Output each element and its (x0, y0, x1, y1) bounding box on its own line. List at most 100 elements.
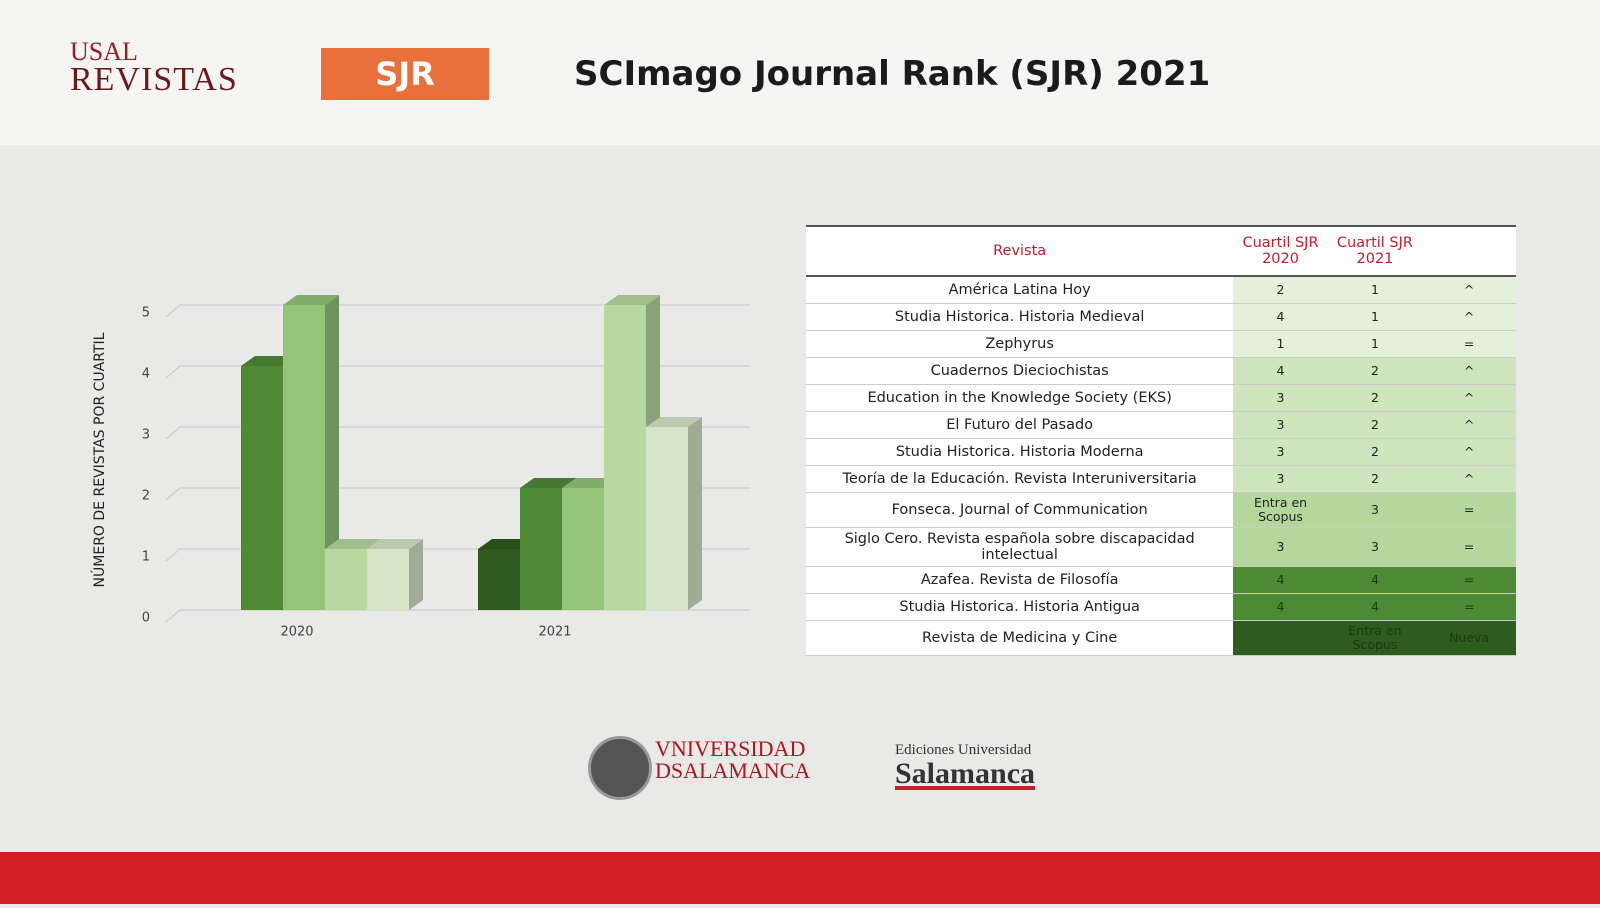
journal-name: Siglo Cero. Revista española sobre disca… (806, 527, 1234, 567)
journal-name: Education in the Knowledge Society (EKS) (806, 384, 1234, 412)
journal-name: Revista de Medicina y Cine (806, 620, 1234, 656)
cell: Entra en Scopus (1327, 620, 1423, 656)
cell: 1 (1327, 330, 1423, 358)
cell: ^ (1422, 384, 1516, 412)
cell: ^ (1422, 303, 1516, 331)
y-tick-label: 5 (142, 306, 150, 321)
cell (1233, 620, 1328, 656)
badge: SJR (321, 48, 489, 100)
logo-text: DSALAMANCA (655, 758, 811, 783)
cell: = (1422, 527, 1516, 567)
bar (325, 549, 367, 610)
bar-top (604, 295, 660, 305)
cell: 3 (1233, 527, 1328, 567)
cell: = (1422, 566, 1516, 594)
cell: 2 (1327, 357, 1423, 385)
bar (367, 549, 409, 610)
cell: 4 (1233, 357, 1328, 385)
row: Fonseca. Journal of Communication Entra e… (806, 492, 1516, 528)
y-axis-label: NÚMERO DE REVISTAS POR CUARTIL (90, 332, 108, 587)
cell: 4 (1233, 566, 1328, 594)
row: Studia Historica. Historia Moderna 3 2 ^ (806, 438, 1516, 466)
journal-name: Studia Historica. Historia Moderna (806, 438, 1234, 466)
journal-name: Azafea. Revista de Filosofía (806, 566, 1234, 594)
journal-name: Studia Historica. Historia Medieval (806, 303, 1234, 331)
row: América Latina Hoy 2 1 ^ (806, 276, 1516, 304)
logo-text: REVISTAS (70, 61, 238, 98)
logo-text: Ediciones Universidad (895, 742, 1032, 758)
bar-side (325, 295, 339, 610)
row: Revista de Medicina y Cine Entra en Scopu… (806, 620, 1516, 656)
bar-top (283, 295, 339, 305)
cell: ^ (1422, 276, 1516, 304)
journal-name: El Futuro del Pasado (806, 411, 1234, 439)
x-tick-label: 2021 (538, 625, 571, 640)
table: Revista Cuartil SJR 2020 Cuartil SJR 2021 A… (806, 225, 1516, 656)
cell: 1 (1233, 330, 1328, 358)
row: Cuadernos Dieciochistas 4 2 ^ (806, 357, 1516, 385)
bar (562, 488, 604, 610)
header-cell: Cuartil SJR 2021 (1327, 225, 1423, 277)
journal-name: América Latina Hoy (806, 276, 1234, 304)
logo-text: VNIVERSIDAD (655, 736, 806, 761)
cell: 3 (1233, 384, 1328, 412)
university-logo: VNIVERSIDAD DSALAMANCA (595, 738, 810, 782)
bar (478, 549, 520, 610)
bar (646, 427, 688, 610)
cell: 2 (1327, 411, 1423, 439)
header-cell (1422, 225, 1516, 277)
cell: ^ (1422, 438, 1516, 466)
row: Zephyrus 1 1 = (806, 330, 1516, 358)
cell: = (1422, 492, 1516, 528)
cell: ^ (1422, 357, 1516, 385)
bar (520, 488, 562, 610)
logo: USAL REVISTAS (70, 37, 238, 98)
row: Siglo Cero. Revista española sobre disca… (806, 527, 1516, 567)
header-row: Revista Cuartil SJR 2020 Cuartil SJR 2021 (806, 225, 1516, 277)
bar-top (367, 539, 423, 549)
cell: = (1422, 330, 1516, 358)
bar-top (520, 478, 576, 488)
bar-side (688, 417, 702, 610)
row: Studia Historica. Historia Medieval 4 1 ^ (806, 303, 1516, 331)
cell: = (1422, 593, 1516, 621)
press-logo: Ediciones Universidad Salamanca (895, 738, 1036, 790)
bar (241, 366, 283, 610)
journal-name: Teoría de la Educación. Revista Interuni… (806, 465, 1234, 493)
cell: 2 (1327, 384, 1423, 412)
logo-text: Salamanca (895, 757, 1036, 790)
cell: 3 (1233, 438, 1328, 466)
cell: ^ (1422, 411, 1516, 439)
y-tick-label: 0 (142, 611, 150, 626)
cell: 3 (1327, 492, 1423, 528)
cell: 4 (1233, 303, 1328, 331)
x-tick-label: 2020 (280, 625, 313, 640)
chart: NÚMERO DE REVISTAS POR CUARTIL 0 1 2 3 4 5 202… (90, 295, 750, 640)
journal-name: Zephyrus (806, 330, 1234, 358)
row: Studia Historica. Historia Antigua 4 4 = (806, 593, 1516, 621)
cell: 4 (1327, 593, 1423, 621)
y-tick-label: 4 (142, 367, 150, 382)
cell: 1 (1327, 276, 1423, 304)
grid-line (165, 609, 750, 623)
journal-name: Cuadernos Dieciochistas (806, 357, 1234, 385)
grid-line (165, 426, 750, 440)
bar-top (325, 539, 381, 549)
row: Education in the Knowledge Society (EKS)… (806, 384, 1516, 412)
cell: 3 (1233, 411, 1328, 439)
bar-side (409, 539, 423, 610)
seal (588, 736, 652, 800)
row: Teoría de la Educación. Revista Interuni… (806, 465, 1516, 493)
header (0, 0, 1600, 145)
cell: 3 (1233, 465, 1328, 493)
cell: ^ (1422, 465, 1516, 493)
journal-name: Fonseca. Journal of Communication (806, 492, 1234, 528)
row: Azafea. Revista de Filosofía 4 4 = (806, 566, 1516, 594)
bar (283, 305, 325, 610)
footer-band (0, 852, 1600, 904)
logo-text: USAL (70, 37, 138, 66)
bar (604, 305, 646, 610)
cell: 4 (1233, 593, 1328, 621)
cell: 2 (1327, 438, 1423, 466)
